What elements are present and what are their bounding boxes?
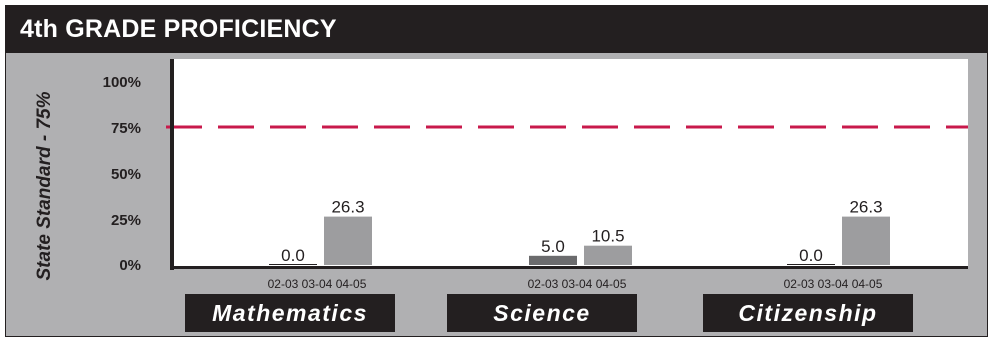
title-bar: 4th GRADE PROFICIENCY	[6, 6, 987, 53]
period-label: 04-05	[595, 277, 627, 291]
period-labels-mathematics: 02-03 03-04 04-05	[207, 277, 427, 291]
chart-svg: 0.0 26.3 5.0 10.5 0.0 26.3	[166, 125, 968, 265]
data-label-science-04-05: 10.5	[591, 227, 624, 246]
chart-frame: 4th GRADE PROFICIENCY State Standard - 7…	[5, 5, 988, 337]
y-tick-label-0: 0%	[119, 257, 141, 274]
data-label-citizenship-04-05: 26.3	[849, 198, 882, 217]
page-title: 4th GRADE PROFICIENCY	[20, 15, 337, 43]
period-label: 04-05	[335, 277, 367, 291]
y-tick-label-75: 75%	[110, 120, 141, 137]
bar-citizenship-04-05	[842, 216, 890, 265]
y-tick-label-100: 100%	[102, 74, 141, 91]
y-tick-label-25: 25%	[110, 212, 141, 229]
category-label-citizenship: Citizenship	[703, 294, 913, 332]
period-labels-science: 02-03 03-04 04-05	[467, 277, 687, 291]
period-label: 02-03	[527, 277, 559, 291]
data-label-citizenship-03-04: 0.0	[799, 246, 823, 265]
period-label: 04-05	[851, 277, 883, 291]
bar-science-04-05	[584, 245, 632, 265]
plot-area	[172, 59, 968, 268]
period-labels-citizenship: 02-03 03-04 04-05	[723, 277, 943, 291]
period-label: 02-03	[783, 277, 815, 291]
y-tick-label-50: 50%	[110, 166, 141, 183]
category-label-mathematics: Mathematics	[185, 294, 395, 332]
period-label: 02-03	[267, 277, 299, 291]
x-axis-line	[170, 266, 968, 269]
period-label: 03-04	[817, 277, 849, 291]
bar-science-03-04	[529, 255, 577, 265]
data-label-mathematics-03-04: 0.0	[281, 246, 305, 265]
y-axis-line	[170, 59, 174, 270]
data-label-mathematics-04-05: 26.3	[331, 198, 364, 217]
period-label: 03-04	[301, 277, 333, 291]
bar-mathematics-04-05	[324, 216, 372, 265]
data-label-science-03-04: 5.0	[541, 237, 565, 256]
period-label: 03-04	[561, 277, 593, 291]
category-label-science: Science	[447, 294, 637, 332]
